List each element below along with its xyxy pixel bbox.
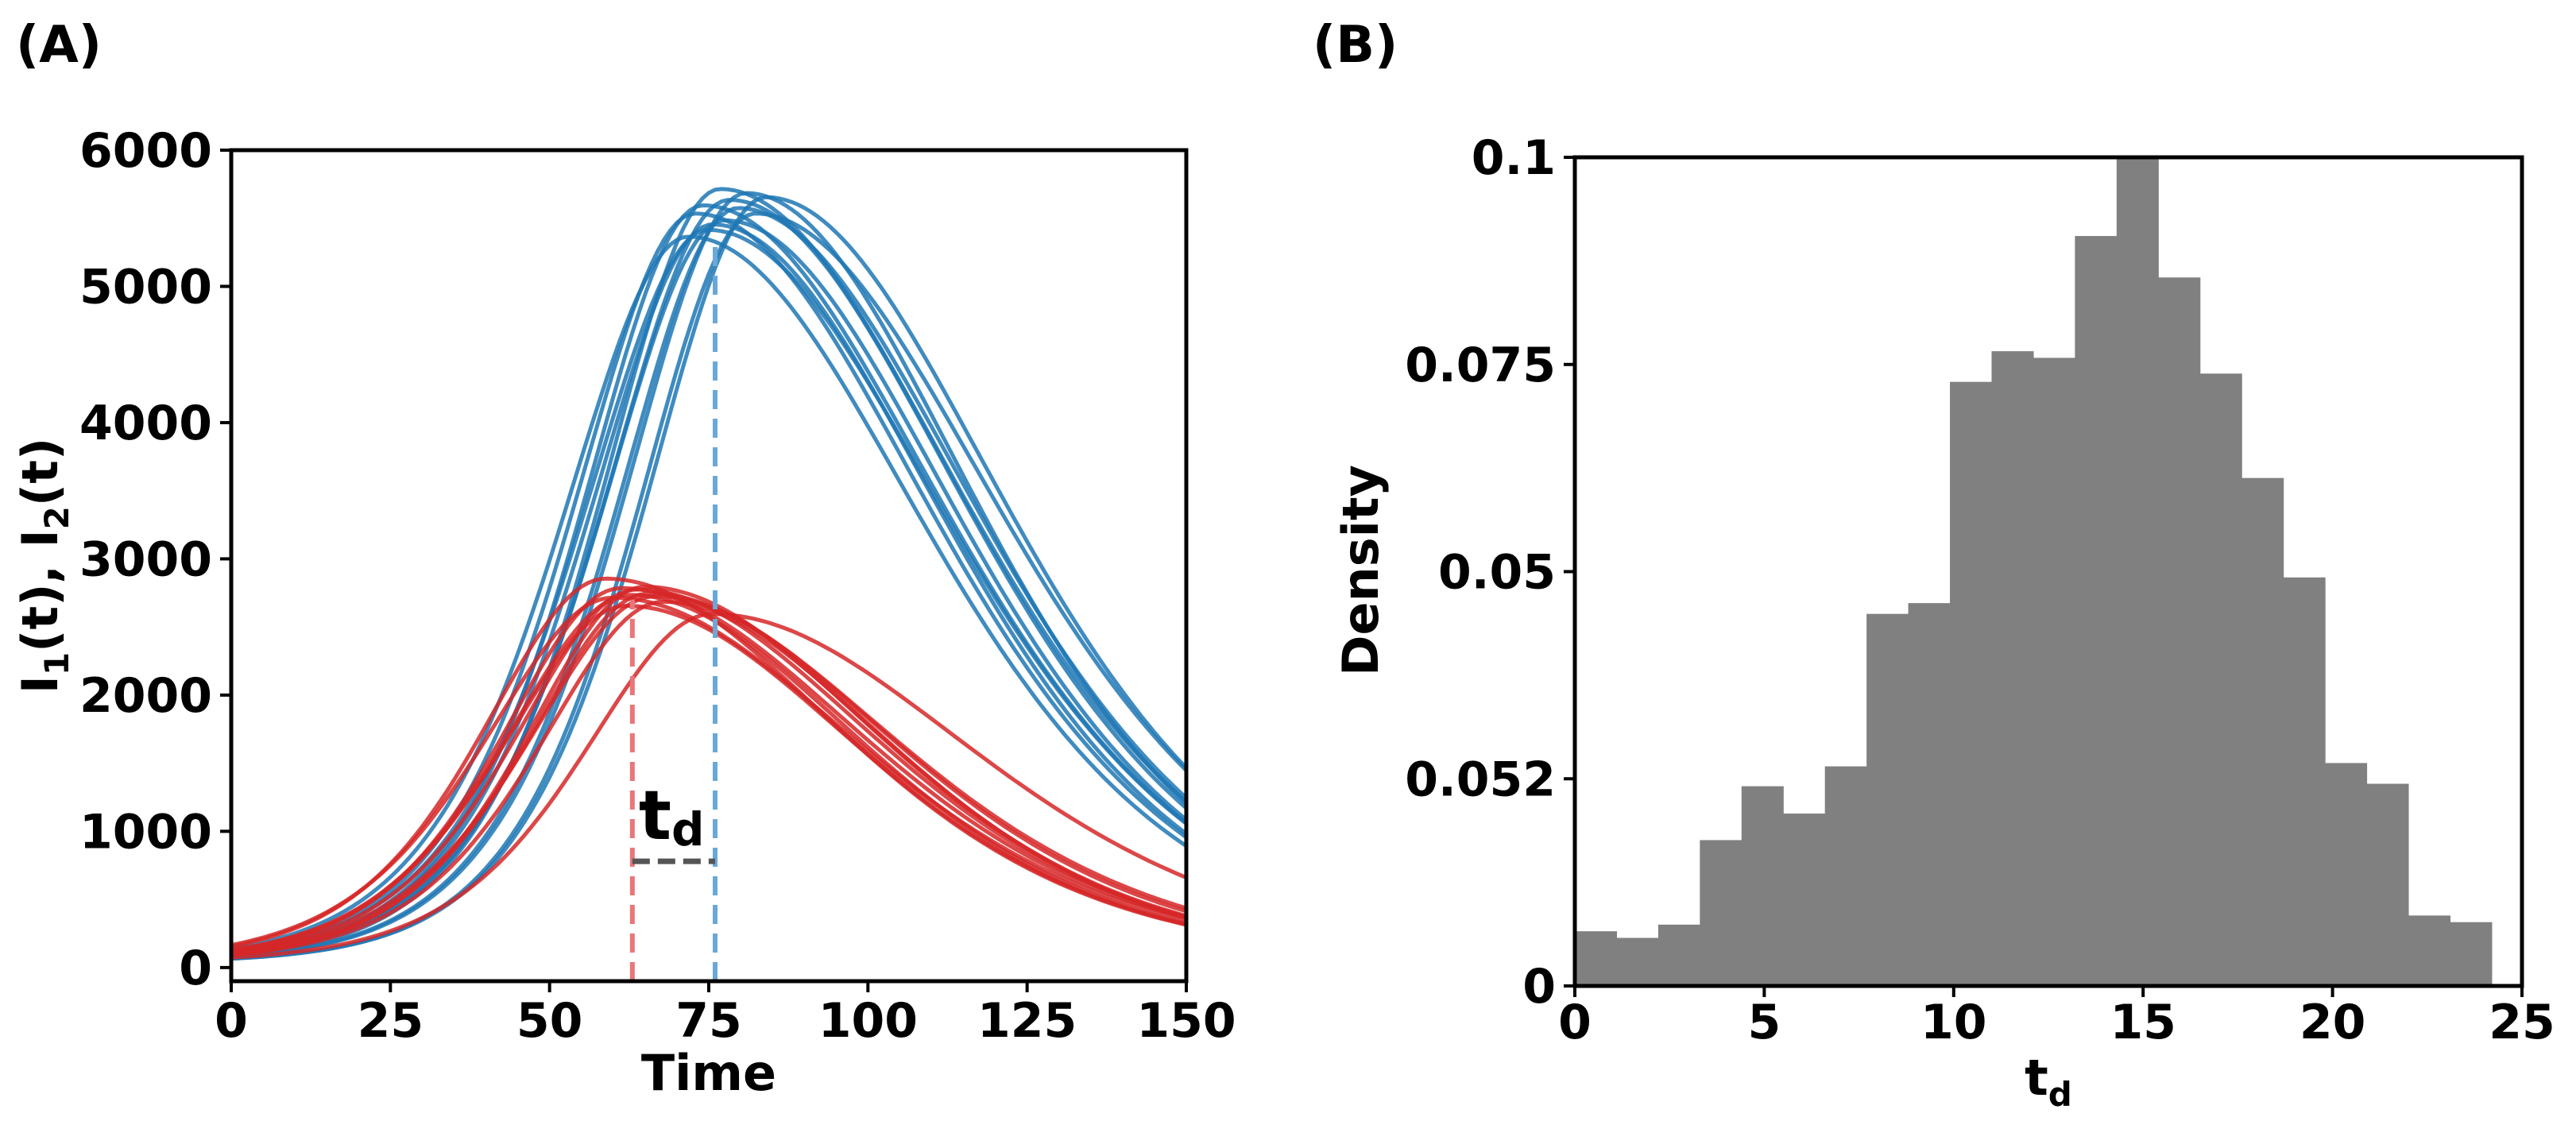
- panel-a: (A) td 0 25 50 75 100 125 150 0 1000 2000 3000 400…: [11, 16, 1236, 1102]
- histogram-bar: [2366, 783, 2409, 986]
- y-tick-label: 1000: [79, 804, 212, 860]
- td-annotation-sub: d: [671, 802, 705, 856]
- histogram-bar: [1700, 840, 1742, 986]
- y-tick-label: 5000: [79, 259, 212, 315]
- y-tick-label: 2000: [79, 668, 212, 724]
- x-tick-label: 5: [1748, 995, 1781, 1050]
- x-tick-label: 25: [358, 993, 424, 1049]
- y-tick-label: 6000: [79, 123, 212, 179]
- y-tick-label: 0.05: [1438, 545, 1556, 601]
- panel-b-bars: [1575, 157, 2493, 987]
- td-annotation-main: t: [639, 776, 671, 856]
- panel-a-peak-markers: [629, 238, 718, 981]
- panel-b: (B) 0 5 10 15 20 25 0 0.052 0.05 0.075 0.1 td Den…: [1313, 16, 2555, 1114]
- histogram-bar: [1991, 351, 2034, 986]
- panel-b-xlabel-sub: d: [2048, 1075, 2072, 1114]
- series-i2-run-11: [230, 195, 1188, 961]
- y-tick-label: 3000: [79, 532, 212, 587]
- y-tick-label: 0.075: [1405, 338, 1556, 393]
- panel-a-y-axis-label: I1(t), I2(t): [11, 438, 76, 694]
- series-i1-run-11: [230, 612, 1187, 960]
- histogram-bar: [2325, 763, 2368, 986]
- series-i2-run-10: [230, 218, 1188, 957]
- y-tick-label: 0.052: [1405, 752, 1556, 807]
- y-tick-label: 4000: [79, 396, 212, 451]
- histogram-bar: [1950, 381, 1993, 986]
- histogram-bar: [1783, 814, 1826, 986]
- x-tick-label: 15: [2110, 995, 2176, 1050]
- x-tick-label: 25: [2489, 995, 2555, 1050]
- series-i1-run-9: [230, 591, 1187, 957]
- histogram-bar: [2241, 477, 2284, 986]
- ylabel-i1: I: [11, 675, 69, 694]
- x-tick-label: 0: [1558, 995, 1592, 1050]
- panel-b-xlabel-main: t: [2025, 1049, 2048, 1107]
- histogram-bar: [2283, 577, 2326, 986]
- panel-b-y-ticks: 0 0.052 0.05 0.075 0.1: [1405, 130, 1575, 1015]
- series-i2-run-1: [230, 211, 1188, 954]
- panel-a-lines-i1: [230, 576, 1187, 960]
- histogram-bar: [1908, 603, 1951, 986]
- series-i1-run-7: [230, 599, 1187, 957]
- x-tick-label: 75: [675, 993, 742, 1049]
- histogram-bar: [2199, 373, 2242, 986]
- x-tick-label: 125: [977, 993, 1077, 1049]
- series-i2-run-5: [230, 198, 1188, 957]
- ylabel-end: (t): [11, 438, 69, 506]
- ylabel-sub1: 1: [37, 652, 76, 675]
- ylabel-sub2: 2: [37, 506, 76, 529]
- histogram-bar: [1575, 931, 1618, 986]
- x-tick-label: 10: [1920, 995, 1987, 1050]
- series-i1-run-10: [230, 604, 1187, 953]
- panel-b-label: (B): [1313, 16, 1398, 75]
- histogram-bar: [1657, 924, 1700, 986]
- series-i2-run-7: [230, 191, 1188, 959]
- histogram-bar: [2033, 358, 2075, 986]
- panel-a-x-ticks: 0 25 50 75 100 125 150: [215, 981, 1236, 1049]
- panel-a-label: (A): [16, 16, 102, 75]
- x-tick-label: 50: [516, 993, 583, 1049]
- x-tick-label: 20: [2299, 995, 2366, 1050]
- histogram-bar: [2116, 157, 2159, 986]
- panel-a-x-axis-label: Time: [641, 1044, 776, 1102]
- ylabel-mid: (t),: [11, 547, 69, 651]
- histogram-bar: [2075, 236, 2118, 987]
- histogram-bar: [1741, 786, 1784, 986]
- histogram-bar: [1824, 766, 1867, 986]
- y-tick-label: 0.1: [1472, 130, 1556, 186]
- ylabel-i2: I: [11, 529, 69, 547]
- histogram-bar: [2408, 915, 2451, 986]
- y-tick-label: 0: [1522, 959, 1556, 1015]
- panel-b-x-axis-label: td: [2025, 1049, 2072, 1114]
- series-i2-run-3: [230, 222, 1188, 956]
- panel-a-lines-i2: [230, 187, 1188, 961]
- td-annotation: td: [639, 776, 705, 856]
- histogram-bar: [1616, 937, 1659, 986]
- x-tick-label: 150: [1136, 993, 1236, 1049]
- series-i2-run-12: [230, 234, 1188, 951]
- series-i1-run-8: [230, 595, 1187, 948]
- panel-a-y-ticks: 0 1000 2000 3000 4000 5000 6000: [79, 123, 231, 996]
- panel-b-y-axis-label: Density: [1332, 465, 1390, 676]
- histogram-bar: [2158, 277, 2201, 986]
- x-tick-label: 0: [215, 993, 248, 1049]
- panel-b-x-ticks: 0 5 10 15 20 25: [1558, 986, 2555, 1050]
- histogram-bar: [2450, 922, 2493, 986]
- y-tick-label: 0: [179, 941, 212, 996]
- series-i2-run-9: [230, 227, 1188, 954]
- x-tick-label: 100: [818, 993, 918, 1049]
- histogram-bar: [1866, 613, 1909, 986]
